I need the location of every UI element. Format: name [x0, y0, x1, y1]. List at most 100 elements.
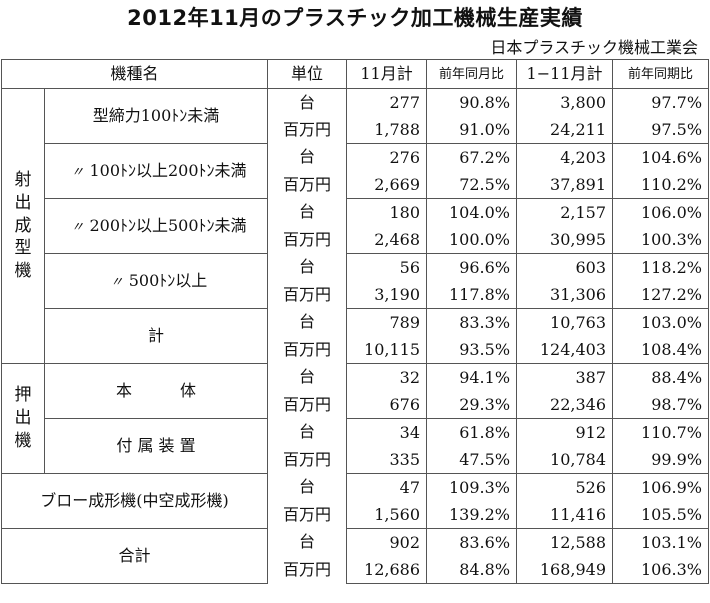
row-label: 〃 100ﾄﾝ以上200ﾄﾝ未満: [43, 143, 269, 199]
header-unit: 単位: [267, 59, 348, 89]
row-label: 計: [43, 308, 269, 364]
table-row: 百万円 676 29.3% 22,346 98.7%: [2, 391, 710, 419]
row-label-text: 合計: [118, 546, 151, 565]
row-label-text: 計: [148, 326, 165, 345]
table-row: 〃 500ﾄﾝ以上 台 56 96.6% 603 118.2%: [2, 253, 710, 309]
value-cell: 67.2%: [426, 143, 518, 171]
table-row: 〃 200ﾄﾝ以上500ﾄﾝ未満 台 180 104.0% 2,157 106.0%: [2, 198, 710, 254]
value-cell: 110.7%: [612, 418, 710, 446]
row-label-text: 100ﾄﾝ以上200ﾄﾝ未満: [89, 161, 247, 180]
value-cell: 100.0%: [426, 226, 518, 254]
value-cell: 106.3%: [612, 556, 710, 584]
unit-cell: 台: [267, 473, 348, 501]
value-cell: 22,346: [516, 391, 614, 419]
value-cell: 603: [516, 253, 614, 281]
value-cell: 96.6%: [426, 253, 518, 281]
value-cell: 168,949: [516, 556, 614, 584]
value-cell: 2,157: [516, 198, 614, 226]
table-row: 百万円 335 47.5% 10,784 99.9%: [2, 446, 710, 474]
row-label: 型締力100ﾄﾝ未満: [43, 88, 269, 144]
source-label: 日本プラスチック機械工業会: [490, 38, 698, 57]
table-row: 百万円 3,190 117.8% 31,306 127.2%: [2, 281, 710, 309]
value-cell: 106.9%: [612, 473, 710, 501]
value-cell: 127.2%: [612, 281, 710, 309]
value-cell: 11,416: [516, 501, 614, 529]
value-cell: 1,560: [346, 501, 428, 529]
value-cell: 104.6%: [612, 143, 710, 171]
row-label: 付 属 装 置: [43, 418, 269, 474]
row-label-text: 本 体: [116, 381, 197, 400]
header-cumulative-yoy: 前年同期比: [612, 59, 710, 89]
table-row: 百万円 2,669 72.5% 37,891 110.2%: [2, 171, 710, 199]
unit-cell: 百万円: [267, 171, 348, 199]
value-cell: 108.4%: [612, 336, 710, 364]
table-row: 押出機本 体台 32 94.1% 387 88.4%: [1, 363, 710, 474]
value-cell: 31,306: [516, 281, 614, 309]
value-cell: 47: [346, 473, 428, 501]
value-cell: 90.8%: [426, 88, 518, 116]
value-cell: 276: [346, 143, 428, 171]
value-cell: 83.6%: [426, 528, 518, 556]
value-cell: 93.5%: [426, 336, 518, 364]
value-cell: 118.2%: [612, 253, 710, 281]
value-cell: 526: [516, 473, 614, 501]
value-cell: 103.1%: [612, 528, 710, 556]
unit-cell: 百万円: [267, 501, 348, 529]
value-cell: 106.0%: [612, 198, 710, 226]
row-label: 〃 200ﾄﾝ以上500ﾄﾝ未満: [43, 198, 269, 254]
value-cell: 100.3%: [612, 226, 710, 254]
unit-cell: 台: [267, 198, 348, 226]
unit-cell: 台: [267, 143, 348, 171]
header-category: 機種名: [0, 59, 269, 89]
row-label: 〃 500ﾄﾝ以上: [43, 253, 269, 309]
value-cell: 110.2%: [612, 171, 710, 199]
value-cell: 2,468: [346, 226, 428, 254]
value-cell: 47.5%: [426, 446, 518, 474]
unit-cell: 台: [267, 253, 348, 281]
table-row: 射出成型機型締力100ﾄﾝ未満台 277 90.8% 3,800 97.7%: [1, 88, 710, 364]
value-cell: 676: [346, 391, 428, 419]
value-cell: 24,211: [516, 116, 614, 144]
value-cell: 4,203: [516, 143, 614, 171]
value-cell: 104.0%: [426, 198, 518, 226]
value-cell: 139.2%: [426, 501, 518, 529]
value-cell: 98.7%: [612, 391, 710, 419]
value-cell: 789: [346, 308, 428, 336]
value-cell: 1,788: [346, 116, 428, 144]
value-cell: 3,190: [346, 281, 428, 309]
value-cell: 34: [346, 418, 428, 446]
unit-cell: 台: [267, 363, 348, 391]
header-cumulative: 1−11月計: [516, 59, 614, 89]
row-label-text: 200ﾄﾝ以上500ﾄﾝ未満: [89, 216, 247, 235]
table-row: 百万円 2,468 100.0% 30,995 100.3%: [2, 226, 710, 254]
unit-cell: 百万円: [267, 556, 348, 584]
unit-cell: 台: [267, 418, 348, 446]
group-label-extrusion: 押出機: [1, 363, 45, 474]
value-cell: 30,995: [516, 226, 614, 254]
value-cell: 902: [346, 528, 428, 556]
value-cell: 103.0%: [612, 308, 710, 336]
group-label-injection: 射出成型機: [1, 88, 45, 364]
value-cell: 2,669: [346, 171, 428, 199]
row-label: 合計: [0, 528, 269, 584]
header-month-yoy: 前年同月比: [426, 59, 518, 89]
unit-cell: 台: [267, 308, 348, 336]
table-row: 〃 100ﾄﾝ以上200ﾄﾝ未満 台 276 67.2% 4,203 104.6%: [2, 143, 710, 199]
page-title: 2012年11月のプラスチック加工機械生産実績: [127, 6, 583, 30]
table-row: 付 属 装 置 台 34 61.8% 912 110.7%: [2, 418, 710, 474]
value-cell: 105.5%: [612, 501, 710, 529]
value-cell: 97.5%: [612, 116, 710, 144]
unit-cell: 百万円: [267, 116, 348, 144]
value-cell: 29.3%: [426, 391, 518, 419]
value-cell: 97.7%: [612, 88, 710, 116]
value-cell: 335: [346, 446, 428, 474]
production-table: 機種名 単位 11月計 前年同月比 1−11月計 前年同期比 射出成型機 型締力1…: [0, 59, 710, 584]
value-cell: 91.0%: [426, 116, 518, 144]
unit-cell: 百万円: [267, 281, 348, 309]
value-cell: 32: [346, 363, 428, 391]
value-cell: 56: [346, 253, 428, 281]
value-cell: 180: [346, 198, 428, 226]
header-month: 11月計: [346, 59, 428, 89]
row-label-text: 500ﾄﾝ以上: [128, 271, 208, 290]
value-cell: 37,891: [516, 171, 614, 199]
